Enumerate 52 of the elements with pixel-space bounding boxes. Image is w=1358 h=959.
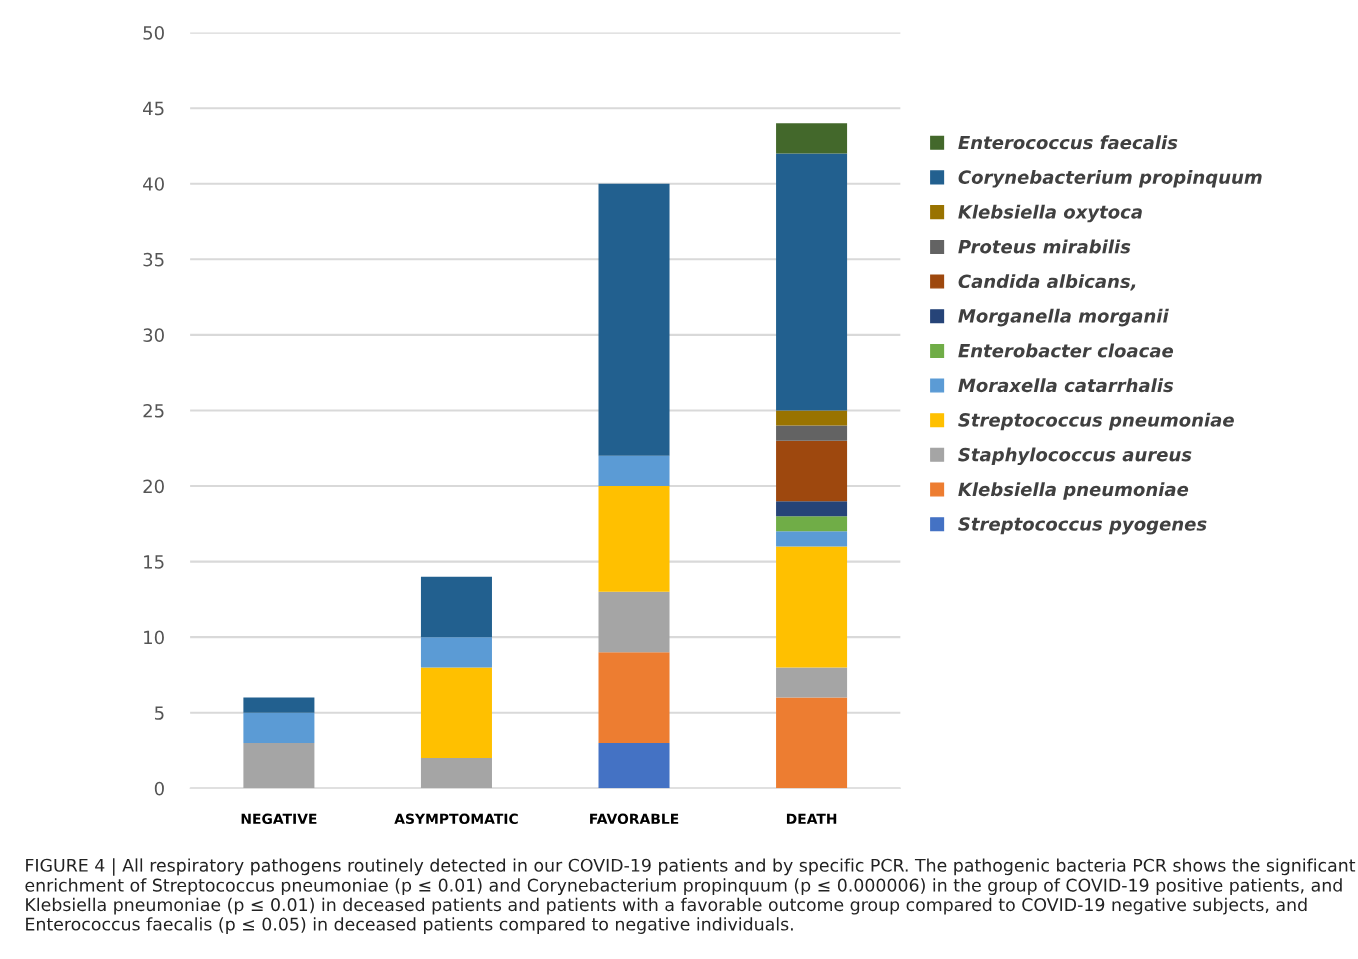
y-tick-label: 30 — [143, 328, 164, 342]
caption: FIGURE 4 | All respiratory pathogens routinely detected in our COVID-19 patients and by specific PCR. The pathogenic bacteria PCR shows the significant enrichment of Streptococcus pneumoniae (p ≤ 0.01) and Corynebacterium propinquum (p ≤ 0.000006) in the group of COVID-19 positive patients, and Klebsiella pneumoniae (p ≤ 0.01) in deceased patients and patients with a favorable outcome group compared to COVID-19 negative subjects, and Enterococcus faecalis (p ≤ 0.05) in deceased patients compared to negative individuals. — [25, 858, 1356, 934]
legend-label: Klebsiella pneumoniae — [958, 482, 1189, 500]
y-tick-label: 15 — [144, 555, 164, 569]
y-tick-label: 10 — [144, 630, 164, 645]
bar — [776, 531, 848, 547]
bar — [598, 742, 670, 789]
bar — [776, 410, 848, 426]
bar — [243, 742, 315, 789]
y-tick-label: 5 — [155, 706, 164, 720]
bar — [243, 712, 315, 743]
x-tick-label: DEATH — [786, 813, 837, 824]
bar — [243, 697, 315, 713]
bar — [598, 183, 670, 456]
bar — [776, 440, 848, 502]
legend-label: Streptococcus pneumoniae — [958, 412, 1234, 431]
legend-label: Morganella morganii — [958, 308, 1169, 327]
legend-label: Candida albicans, — [958, 274, 1136, 291]
x-tick-label: FAVORABLE — [590, 813, 679, 825]
bar — [598, 591, 670, 653]
bar — [776, 546, 848, 668]
bar — [776, 516, 848, 532]
legend-label: Enterobacter cloacae — [958, 343, 1174, 358]
bar — [420, 576, 492, 638]
bar — [420, 637, 492, 668]
y-tick-label: 50 — [143, 26, 164, 40]
y-tick-label: 45 — [143, 101, 164, 116]
legend-label: Corynebacterium propinquum — [958, 169, 1262, 188]
bar — [776, 501, 848, 517]
legend-label: Streptococcus pyogenes — [958, 517, 1207, 535]
y-tick-label: 40 — [143, 177, 164, 191]
y-tick-label: 25 — [143, 403, 164, 418]
legend-label: Staphylococcus aureus — [958, 447, 1192, 466]
y-tick-label: 20 — [143, 479, 164, 494]
bar — [420, 758, 492, 789]
legend-label: Moraxella catarrhalis — [958, 378, 1174, 393]
bar — [776, 697, 848, 789]
x-tick-label: ASYMPTOMATIC — [394, 813, 518, 825]
bar — [420, 667, 492, 759]
bar — [776, 123, 848, 154]
bar — [598, 486, 670, 592]
bar — [776, 667, 848, 698]
bar — [776, 425, 848, 441]
bar — [776, 153, 848, 411]
legend-label: Klebsiella oxytoca — [958, 204, 1142, 223]
bar — [598, 652, 670, 743]
y-tick-label: 35 — [143, 252, 164, 267]
legend-label: Enterococcus faecalis — [958, 135, 1178, 150]
legend-label: Proteus mirabilis — [958, 239, 1131, 254]
x-tick-label: NEGATIVE — [241, 813, 317, 825]
bar — [598, 455, 670, 487]
y-tick-label: 0 — [154, 781, 164, 796]
